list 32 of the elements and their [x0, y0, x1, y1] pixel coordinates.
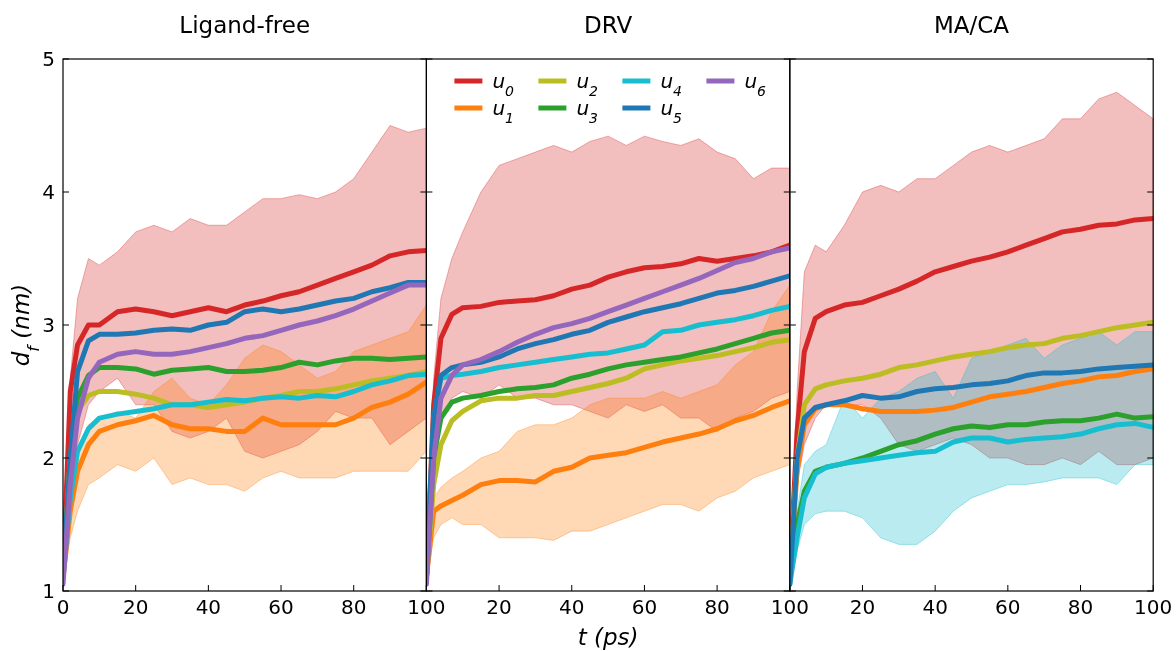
chart-title: MA/CA [933, 12, 1010, 38]
x-tick-label: 60 [631, 595, 658, 619]
legend-label: u$_{4}$ [660, 69, 683, 99]
y-tick-label: 2 [42, 446, 55, 470]
chart-title: Ligand-free [179, 12, 311, 38]
x-tick-label: 80 [1067, 595, 1094, 619]
x-tick-label: 80 [704, 595, 730, 619]
legend-label: u$_{1}$ [492, 96, 515, 126]
y-tick-label: 5 [42, 47, 55, 71]
y-tick-label: 1 [42, 579, 55, 603]
x-tick-label: 40 [195, 595, 222, 619]
x-tick-label: 100 [770, 595, 809, 619]
x-tick-label: 40 [922, 595, 948, 619]
legend-label: u$_{5}$ [660, 96, 683, 126]
x-tick-label: 60 [268, 595, 294, 619]
legend-label: u$_{2}$ [576, 69, 599, 99]
legend-label: u$_{3}$ [576, 96, 599, 126]
x-tick-label: 0 [56, 595, 70, 619]
x-tick-label: 20 [486, 595, 512, 619]
x-tick-label: 60 [995, 595, 1021, 619]
x-tick-label: 100 [407, 595, 446, 619]
y-tick-label: 4 [42, 180, 55, 204]
x-axis-title: t (ps) [577, 624, 639, 650]
legend-label: u$_{0}$ [492, 69, 515, 99]
x-tick-label: 20 [849, 595, 876, 619]
legend-label: u$_{6}$ [744, 69, 767, 99]
x-tick-label: 40 [559, 595, 585, 619]
y-tick-label: 3 [42, 313, 55, 337]
chart-title: DRV [584, 12, 633, 38]
x-tick-label: 20 [122, 595, 149, 619]
x-tick-label: 100 [1134, 595, 1173, 619]
x-tick-label: 80 [340, 595, 367, 619]
